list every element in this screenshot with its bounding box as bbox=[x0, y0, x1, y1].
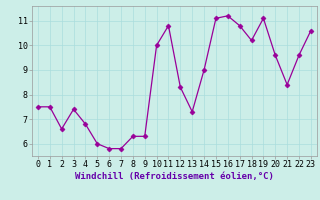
X-axis label: Windchill (Refroidissement éolien,°C): Windchill (Refroidissement éolien,°C) bbox=[75, 172, 274, 181]
